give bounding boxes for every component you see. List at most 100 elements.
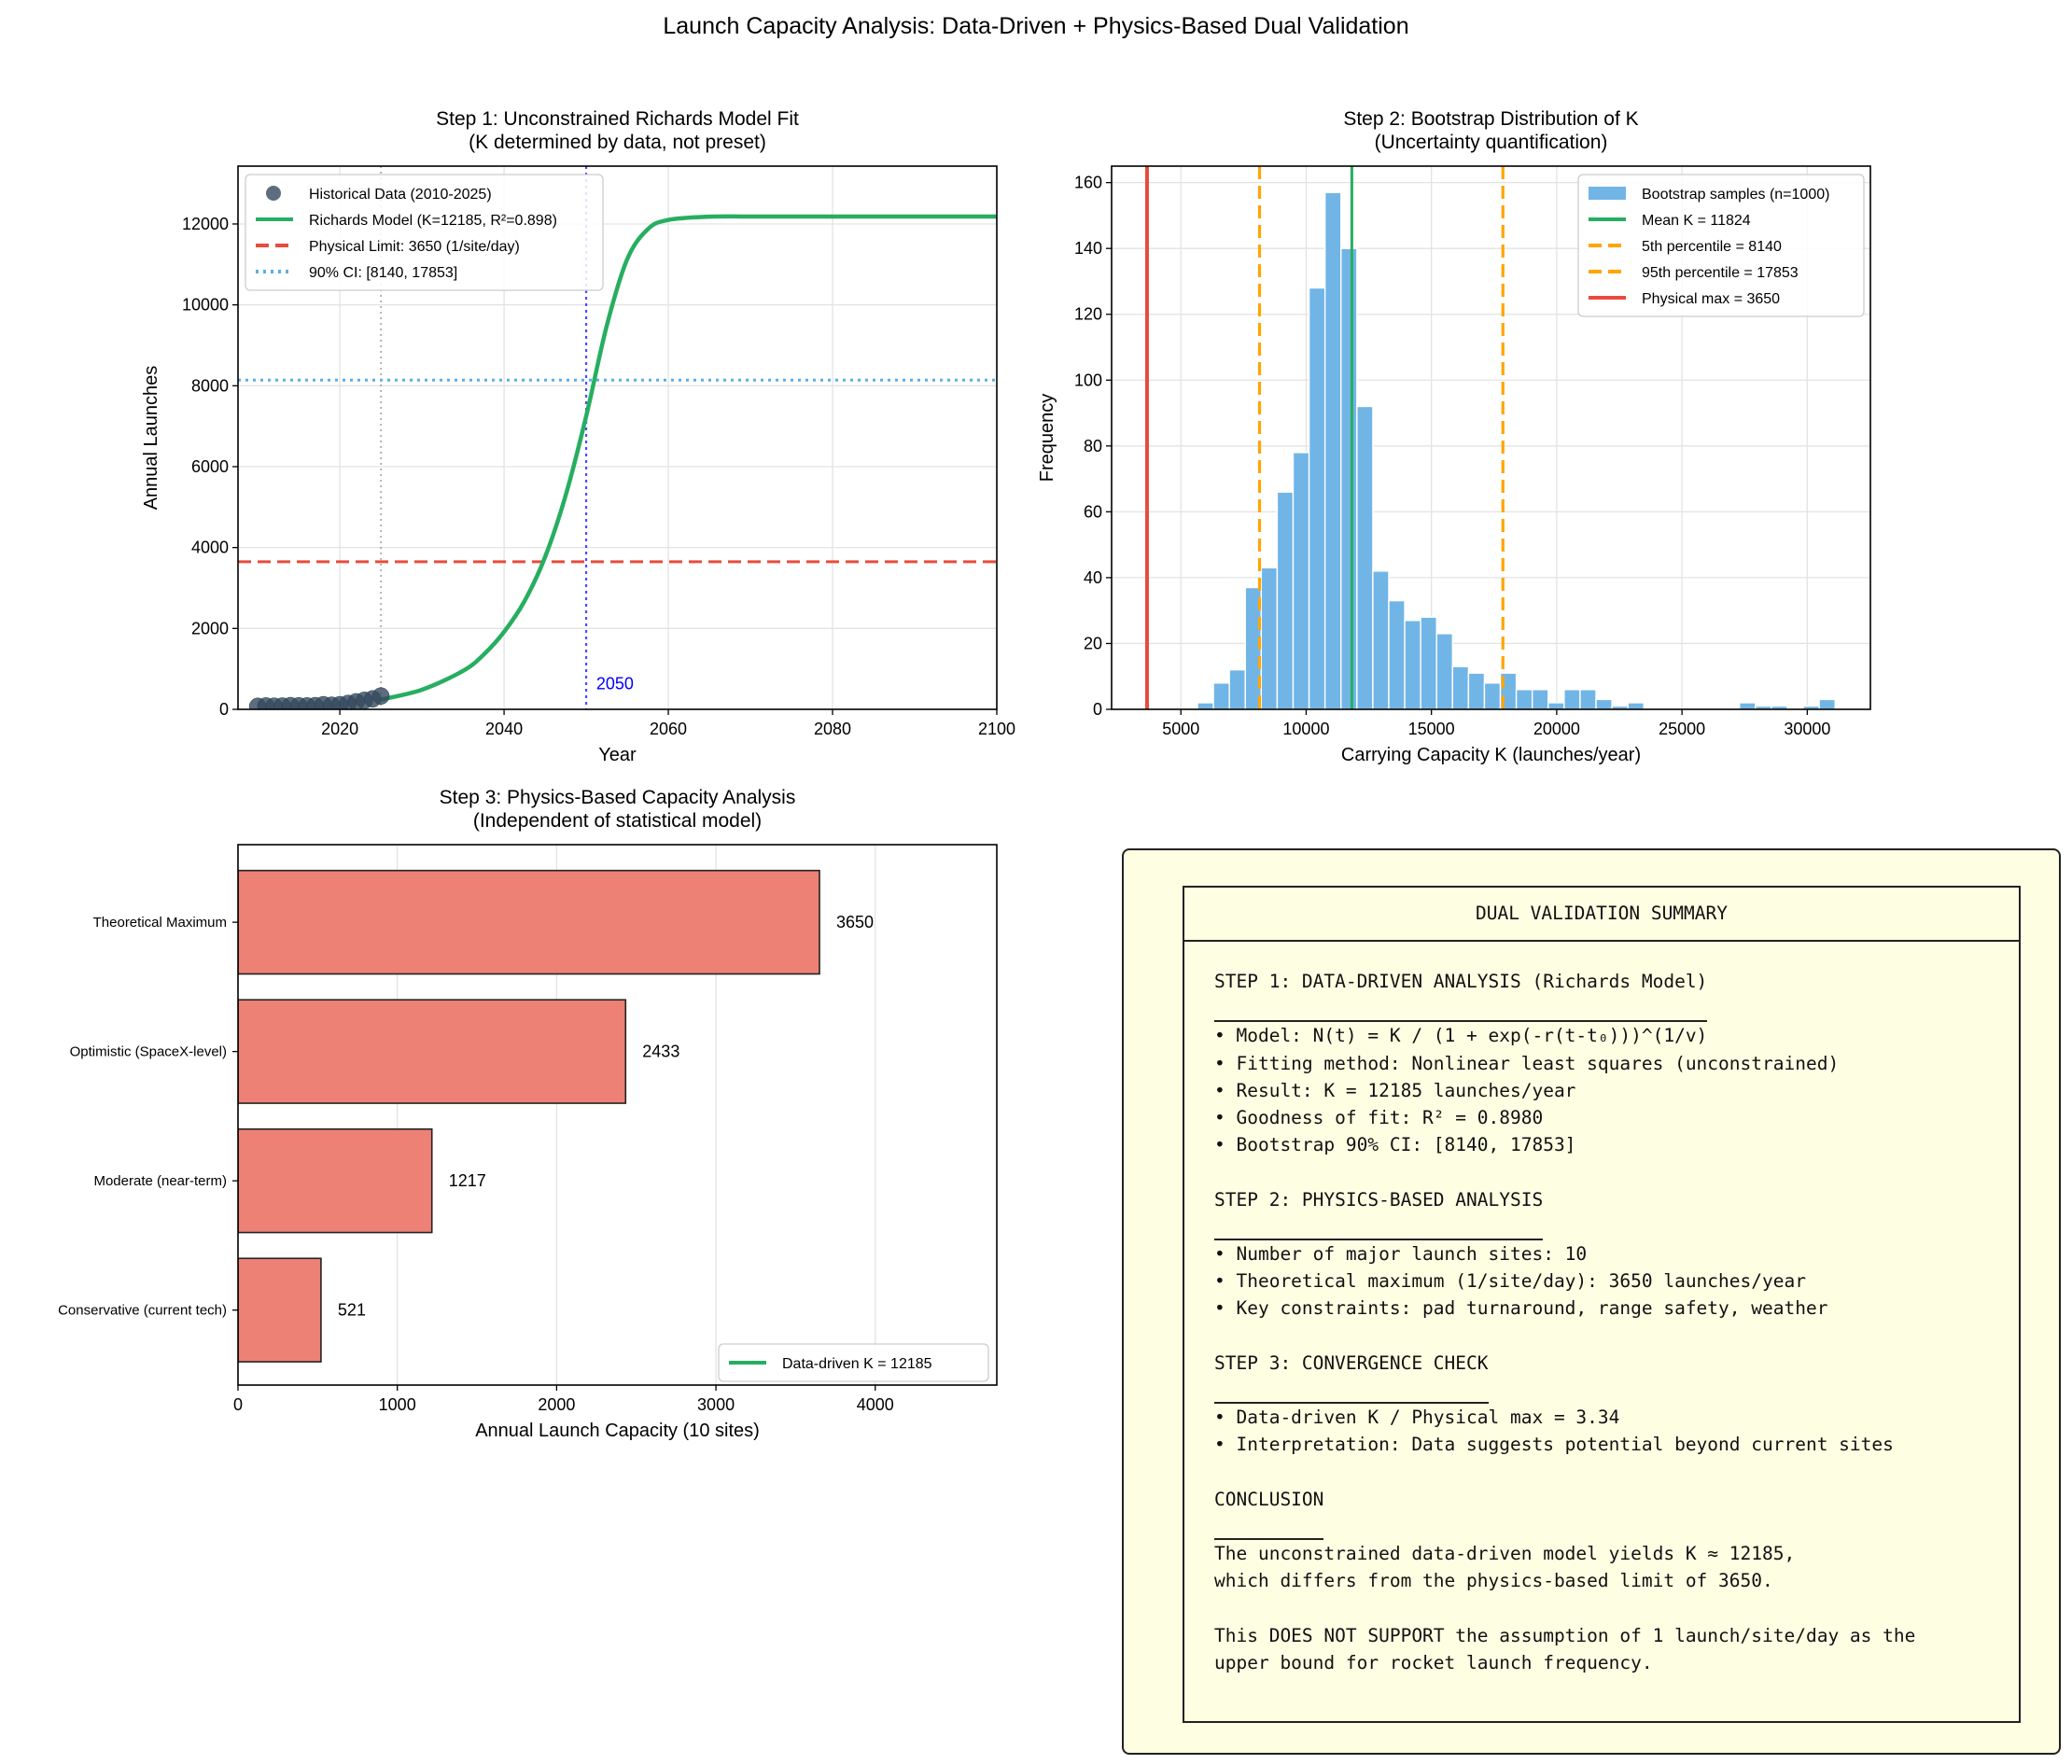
y-tick-label: 0 [219, 700, 229, 719]
summary-section-heading: STEP 3: CONVERGENCE CHECK [1214, 1350, 1489, 1404]
x-tick-label: 2020 [321, 720, 358, 738]
histogram-bar [1197, 702, 1214, 709]
y-tick-label: 140 [1074, 239, 1102, 258]
summary-line: The unconstrained data-driven model yiel… [1214, 1543, 1796, 1564]
histogram-bar [1579, 689, 1597, 709]
histogram-bar [1563, 689, 1581, 709]
chart-3: Step 3: Physics-Based Capacity Analysis(… [58, 787, 998, 1441]
category-label: Conservative (current tech) [58, 1303, 227, 1319]
legend-label: 5th percentile = 8140 [1642, 239, 1782, 255]
summary-line: • Goodness of fit: R² = 0.8980 [1214, 1106, 1544, 1128]
plot-area [238, 869, 820, 1363]
legend-patch [1589, 187, 1626, 200]
legend-label: Bootstrap samples (n=1000) [1642, 187, 1829, 203]
x-tick-label: 4000 [857, 1395, 894, 1414]
histogram-bar [1515, 689, 1533, 709]
y-tick-label: 80 [1084, 437, 1102, 455]
y-tick-label: 120 [1074, 305, 1102, 324]
legend-label: Richards Model (K=12185, R²=0.898) [309, 213, 557, 229]
category-label: Optimistic (SpaceX-level) [70, 1044, 227, 1060]
chart-1: Step 1: Unconstrained Richards Model Fit… [141, 108, 1015, 765]
histogram-bar [1356, 405, 1374, 709]
x-tick-label: 2060 [650, 720, 687, 738]
histogram-bar [1212, 682, 1230, 709]
histogram-bar [1739, 702, 1757, 709]
histogram-bar [1388, 599, 1406, 709]
histogram-bar [1228, 668, 1246, 709]
y-tick-label: 8000 [191, 376, 229, 395]
y-tick-label: 10000 [182, 296, 229, 315]
summary-line: • Model: N(t) = K / (1 + exp(-r(t-t₀)))^… [1214, 1025, 1708, 1047]
summary-line: • Interpretation: Data suggests potentia… [1214, 1434, 1894, 1456]
x-tick-label: 2040 [485, 720, 523, 738]
legend-label: 95th percentile = 17853 [1642, 265, 1799, 281]
histogram-bar [1372, 570, 1390, 709]
category-label: Theoretical Maximum [93, 915, 227, 931]
histogram-bar [1451, 665, 1470, 709]
summary-section-heading: CONCLUSION [1214, 1486, 1324, 1540]
x-axis-label: Year [598, 745, 637, 765]
y-tick-label: 20 [1084, 634, 1102, 652]
summary-line: upper bound for rocket launch frequency. [1214, 1651, 1653, 1673]
x-tick-label: 20000 [1533, 720, 1580, 738]
axes-frame [237, 165, 998, 710]
annotation-2050: 2050 [596, 674, 634, 693]
chart-2: Step 2: Bootstrap Distribution of K(Unce… [1037, 108, 1871, 765]
plot-area [1144, 166, 1836, 709]
legend-label: Physical max = 3650 [1642, 291, 1780, 307]
axes-frame [237, 844, 998, 1386]
x-tick-label: 0 [233, 1395, 243, 1414]
summary-line: • Key constraints: pad turnaround, range… [1214, 1297, 1828, 1320]
y-tick-label: 12000 [182, 215, 229, 233]
legend-label: 90% CI: [8140, 17853] [309, 265, 457, 281]
capacity-bar [238, 999, 627, 1104]
y-tick-label: 160 [1074, 174, 1102, 192]
chart-title: (Uncertainty quantification) [1375, 132, 1608, 153]
x-tick-label: 10000 [1282, 720, 1329, 738]
histogram-bar [1420, 616, 1437, 709]
data-point [371, 687, 390, 705]
legend-label: Mean K = 11824 [1642, 213, 1751, 229]
y-tick-label: 0 [1093, 700, 1102, 719]
summary-title: DUAL VALIDATION SUMMARY [1184, 888, 2019, 942]
y-axis-label: Annual Launches [141, 366, 161, 511]
category-label: Moderate (near-term) [93, 1173, 227, 1189]
histogram-bar [1260, 567, 1279, 709]
bar-value-label: 2433 [642, 1043, 679, 1061]
histogram-bar [1292, 452, 1310, 709]
y-tick-label: 2000 [191, 619, 229, 637]
summary-body: STEP 1: DATA-DRIVEN ANALYSIS (Richards M… [1184, 942, 2019, 1703]
summary-line: This DOES NOT SUPPORT the assumption of … [1214, 1624, 1916, 1646]
x-tick-label: 25000 [1659, 720, 1705, 738]
summary-line: which differs from the physics-based lim… [1214, 1570, 1773, 1592]
legend-label: Historical Data (2010-2025) [309, 187, 492, 203]
chart-title: Step 1: Unconstrained Richards Model Fit [436, 108, 799, 130]
histogram-bar [1627, 702, 1645, 709]
model-curve [380, 214, 997, 702]
legend [1577, 174, 1865, 317]
x-tick-label: 2000 [538, 1395, 575, 1414]
x-axis-label: Carrying Capacity K (launches/year) [1341, 745, 1641, 765]
x-axis-label: Annual Launch Capacity (10 sites) [475, 1421, 760, 1441]
histogram-bar [1435, 633, 1453, 709]
histogram-bar [1404, 620, 1421, 709]
y-tick-label: 4000 [191, 539, 229, 557]
y-axis-label: Frequency [1037, 394, 1057, 483]
summary-line [1214, 1594, 2019, 1621]
bar-value-label: 1217 [449, 1171, 486, 1190]
x-tick-label: 1000 [379, 1395, 416, 1414]
histogram-bar [1308, 287, 1326, 709]
summary-line: • Result: K = 12185 launches/year [1214, 1079, 1576, 1101]
legend [245, 174, 604, 291]
y-tick-label: 40 [1084, 568, 1102, 587]
histogram-bar [1323, 191, 1342, 709]
histogram-bar [1531, 689, 1549, 709]
chart-title: Step 2: Bootstrap Distribution of K [1343, 108, 1638, 130]
histogram-bar [1340, 247, 1358, 709]
y-tick-label: 60 [1084, 502, 1102, 521]
y-tick-label: 100 [1074, 371, 1102, 389]
x-tick-label: 2100 [978, 720, 1015, 738]
capacity-bar [238, 1257, 322, 1363]
summary-line: • Fitting method: Nonlinear least square… [1214, 1052, 1840, 1074]
